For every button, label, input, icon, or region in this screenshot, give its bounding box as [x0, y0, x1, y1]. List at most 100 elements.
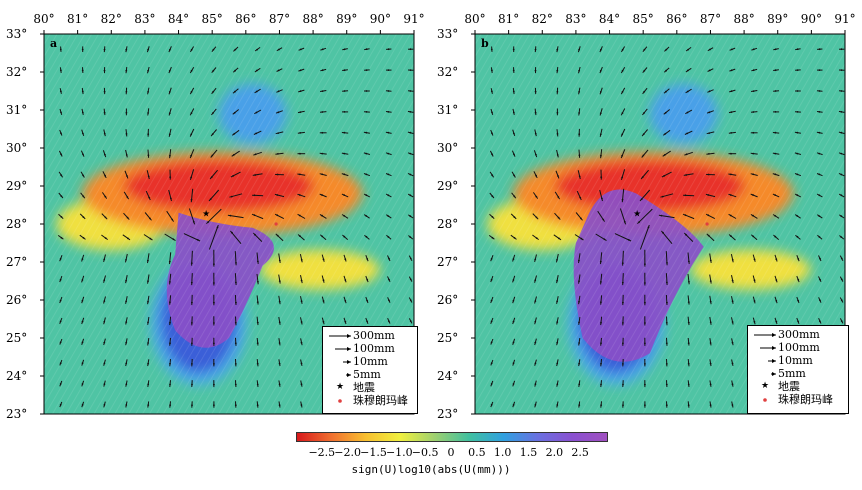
vector-arrow-head	[233, 132, 236, 135]
vector-arrow-head	[82, 174, 84, 177]
vector-arrow-head	[365, 173, 368, 176]
vector-arrow-head	[409, 236, 412, 239]
vector-arrow-head	[709, 48, 711, 51]
vector-arrow-head	[103, 69, 106, 72]
vector-arrow	[578, 316, 581, 325]
vector-arrow-head	[665, 342, 668, 345]
vector-arrow-head	[622, 404, 624, 407]
panel-b: ★ b 300mm 100mm 10mm 5mm ★ 地震 珠穆朗玛峰 80° 81° 82° 8…	[431, 0, 856, 430]
y-tick-label: 33°	[6, 27, 28, 41]
vector-arrow-head	[643, 112, 645, 114]
vector-arrow	[577, 170, 581, 180]
vector-arrow-head	[556, 69, 559, 72]
vector-arrow-head	[840, 131, 843, 134]
x-tick-label: 80°	[33, 12, 55, 26]
vector-arrow	[641, 129, 648, 137]
vector-arrow-head	[104, 237, 107, 240]
vector-arrow-head	[840, 299, 843, 302]
colorbar	[296, 432, 608, 442]
vector-arrow	[341, 214, 349, 219]
y-tick-label: 28°	[437, 217, 459, 231]
vector-arrow	[321, 317, 325, 325]
vector-arrow-head	[599, 260, 602, 263]
vector-arrow-head	[322, 320, 325, 323]
vector-arrow-head	[300, 341, 303, 344]
vector-arrow	[125, 317, 128, 325]
vector-arrow-head	[775, 320, 778, 323]
vector-arrow-head	[644, 322, 646, 324]
vector-arrow-head	[321, 48, 324, 51]
vector-arrow	[684, 130, 693, 135]
vector-arrow-head	[534, 341, 537, 344]
vector-arrow-head	[126, 196, 129, 198]
vector-arrow-head	[125, 69, 128, 72]
vector-arrow	[600, 359, 602, 367]
vector-arrow	[578, 359, 581, 367]
vector-arrow-head	[234, 90, 236, 93]
vector-arrow-head	[81, 404, 84, 406]
vector-arrow-head	[621, 176, 623, 179]
vector-arrow-head	[578, 69, 580, 72]
vector-arrow-head	[752, 131, 755, 134]
legend-label: 地震	[353, 381, 375, 394]
vector-arrow-head	[775, 258, 778, 260]
vector-arrow-head	[638, 221, 641, 223]
vector-arrow-head	[409, 299, 412, 302]
vector-arrow-head	[774, 194, 777, 197]
vector-arrow-head	[818, 111, 821, 113]
vector-arrow	[556, 149, 559, 158]
vector-arrow-head	[387, 131, 390, 134]
vector-arrow-head	[840, 90, 843, 92]
vector-arrow-head	[775, 279, 778, 281]
vector-arrow-head	[277, 111, 280, 114]
vector-arrow-head	[818, 48, 821, 51]
vector-arrow-head	[59, 403, 62, 406]
vector-arrow	[147, 149, 150, 158]
vector-arrow	[297, 173, 306, 176]
vector-arrow-head	[256, 321, 259, 324]
vector-arrow-head	[578, 133, 581, 136]
vector-arrow-head	[491, 236, 494, 239]
vector-arrow-head	[343, 131, 346, 134]
vector-arrow	[79, 234, 86, 240]
vector-arrow-head	[603, 238, 606, 241]
vector-arrow-head	[388, 320, 390, 323]
vector-arrow-head	[774, 235, 777, 238]
vector-arrow-head	[81, 341, 84, 344]
vector-arrow-head	[534, 320, 537, 323]
vector-arrow-head	[103, 300, 106, 302]
vector-arrow	[687, 359, 690, 367]
vector-arrow-head	[103, 404, 106, 406]
vector-arrow-head	[707, 194, 710, 196]
vector-arrow-head	[300, 300, 303, 303]
vector-arrow-head	[60, 132, 62, 135]
vector-arrow-head	[278, 280, 281, 282]
x-tick-label: 81°	[497, 12, 520, 26]
vector-arrow-head	[255, 90, 258, 93]
vector-arrow-head	[840, 152, 843, 155]
vector-arrow	[321, 254, 325, 262]
vector-arrow-head	[708, 153, 710, 155]
vector-arrow	[189, 128, 195, 137]
vector-arrow-head	[388, 299, 390, 302]
vector-arrow-head	[685, 153, 688, 156]
vector-arrow	[278, 359, 281, 367]
vector-arrow-head	[213, 263, 215, 265]
vector-arrow-head	[512, 320, 515, 323]
vector-arrow-head	[213, 301, 215, 304]
colorbar-tick-label: 0	[447, 446, 455, 459]
vector-arrow-head	[709, 259, 712, 262]
dot-icon	[752, 394, 778, 406]
vector-arrow-head	[256, 48, 258, 51]
vector-arrow-head	[709, 383, 712, 386]
vector-arrow-head	[409, 194, 412, 197]
vector-arrow	[235, 337, 237, 346]
vector-arrow-head	[190, 48, 193, 51]
legend-item-arrow-300: 300mm	[752, 329, 820, 341]
vector-arrow-head	[255, 132, 258, 135]
vector-arrow	[300, 338, 303, 346]
x-tick-label: 80°	[464, 12, 486, 26]
vector-arrow-head	[731, 341, 734, 344]
vector-arrow	[706, 131, 715, 135]
vector-arrow	[556, 129, 559, 137]
